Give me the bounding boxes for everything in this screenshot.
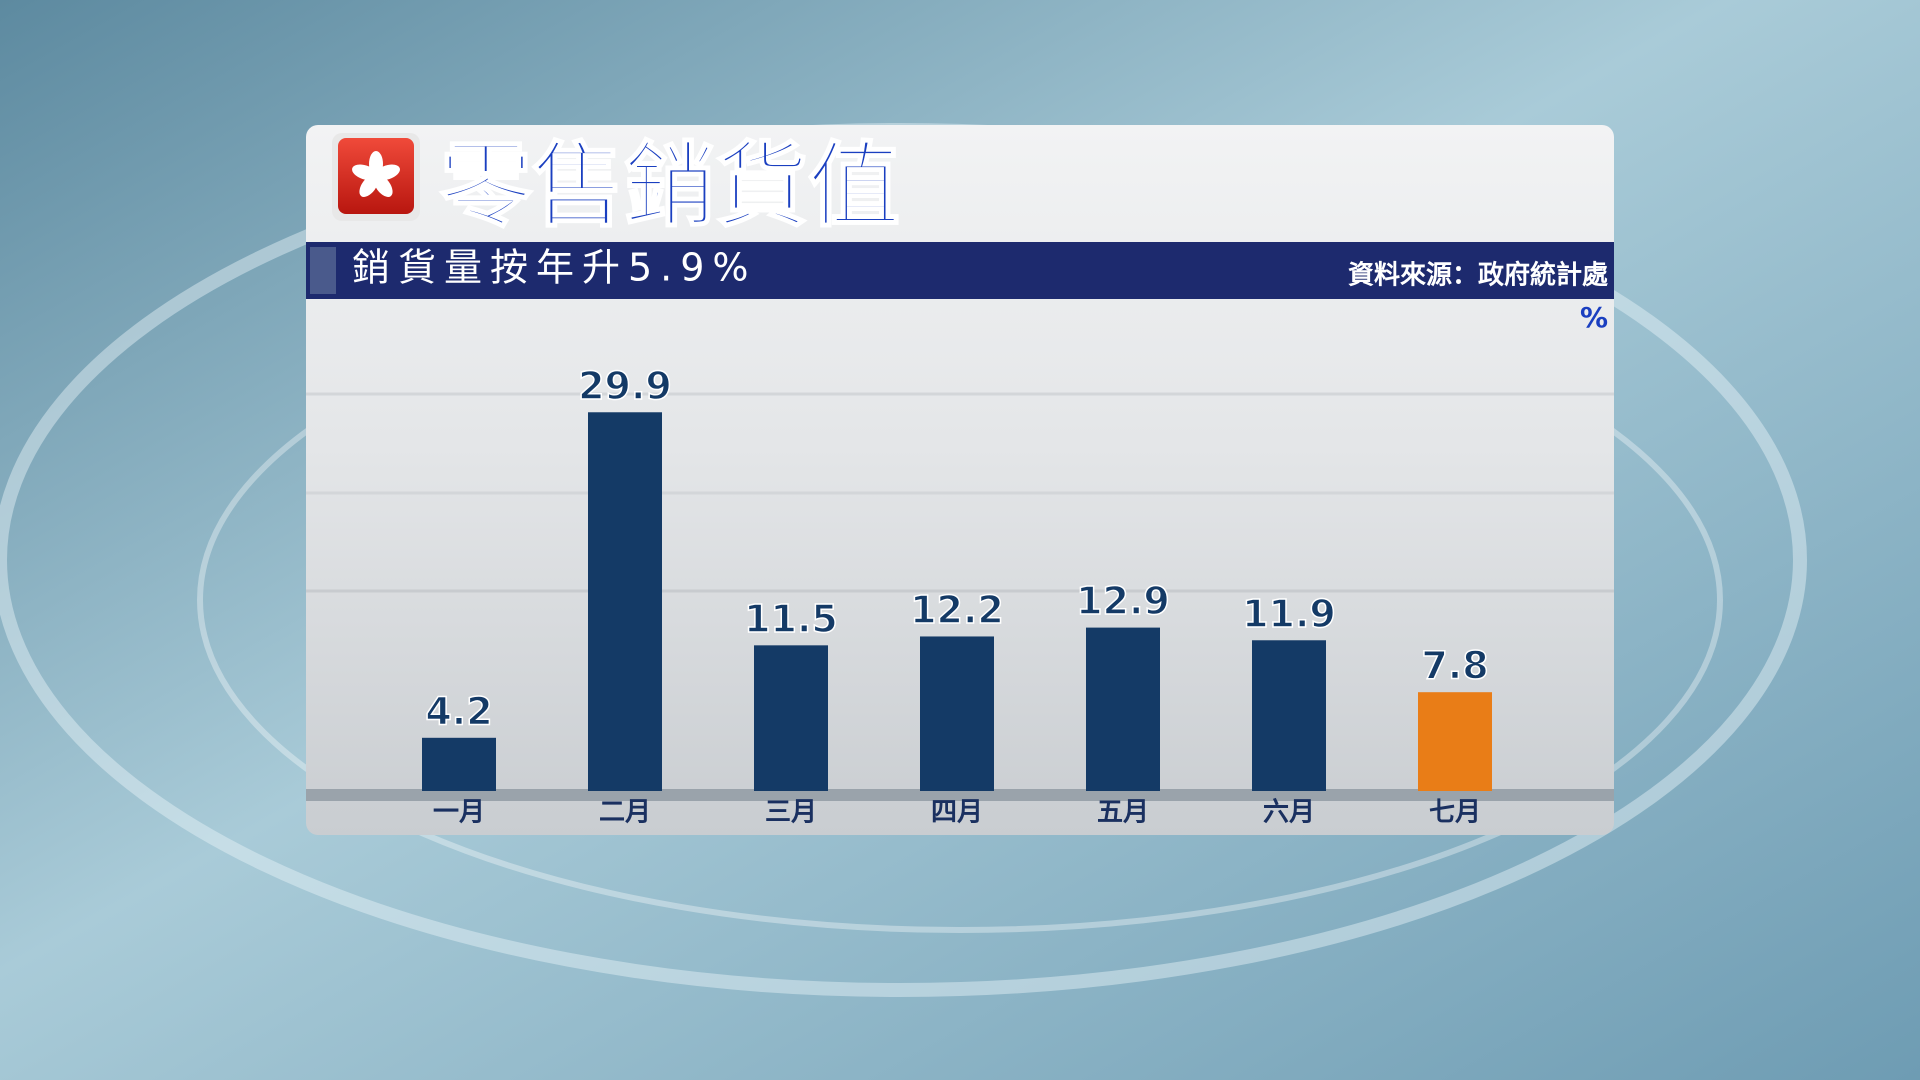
x-tick-label: 二月 — [599, 798, 651, 828]
bar — [754, 645, 828, 791]
bar — [1086, 627, 1160, 791]
x-tick-label: 一月 — [433, 798, 485, 828]
bar — [1418, 692, 1492, 791]
chart-title: 零售銷貨值 — [440, 132, 900, 239]
unit-label: % — [1580, 301, 1608, 334]
baseline — [306, 789, 1614, 801]
bar — [1252, 640, 1326, 791]
x-tick-label: 四月 — [931, 798, 983, 828]
hk-flag-icon — [332, 133, 420, 221]
bar — [588, 412, 662, 791]
value-label: 12.9 — [1076, 579, 1170, 623]
value-label: 12.2 — [910, 588, 1004, 632]
x-tick-label: 三月 — [765, 798, 817, 828]
x-tick-label: 六月 — [1263, 798, 1315, 828]
bar — [422, 737, 496, 791]
value-label: 29.9 — [578, 364, 672, 408]
subtitle-band — [306, 242, 1614, 299]
source-note: 資料來源：政府統計處 — [1348, 260, 1608, 291]
bar — [920, 636, 994, 791]
value-label: 4.2 — [425, 689, 492, 733]
chart-subtitle: 銷貨量按年升5.9% — [352, 246, 757, 290]
value-label: 7.8 — [1421, 644, 1488, 688]
value-label: 11.5 — [744, 597, 838, 641]
x-tick-label: 七月 — [1429, 798, 1481, 828]
subtitle-marker — [310, 247, 336, 294]
x-tick-label: 五月 — [1097, 798, 1149, 828]
value-label: 11.9 — [1242, 592, 1336, 636]
